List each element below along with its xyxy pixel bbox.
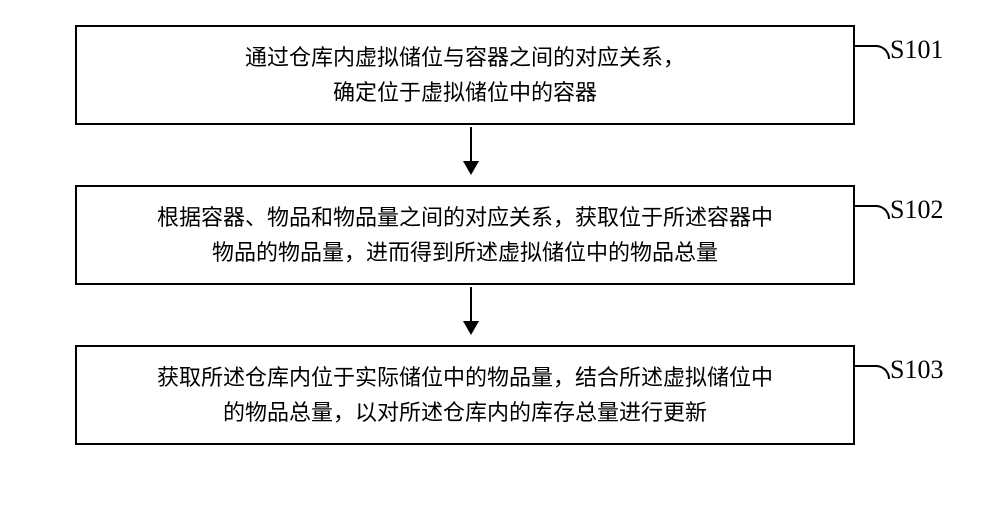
step-text-line: 确定位于虚拟储位中的容器 <box>333 75 597 110</box>
flow-arrow <box>463 127 479 175</box>
arrow-head-icon <box>463 321 479 335</box>
label-connector <box>855 365 890 379</box>
arrow-line <box>470 127 472 161</box>
step-label-s102: S102 <box>890 195 943 225</box>
step-text-line: 根据容器、物品和物品量之间的对应关系，获取位于所述容器中 <box>157 200 773 235</box>
step-label-s103: S103 <box>890 355 943 385</box>
arrow-line <box>470 287 472 321</box>
step-text-line: 获取所述仓库内位于实际储位中的物品量，结合所述虚拟储位中 <box>157 360 773 395</box>
step-label-s101: S101 <box>890 35 943 65</box>
step-box-s103: 获取所述仓库内位于实际储位中的物品量，结合所述虚拟储位中 的物品总量，以对所述仓… <box>75 345 855 445</box>
step-text-line: 的物品总量，以对所述仓库内的库存总量进行更新 <box>223 395 707 430</box>
flow-arrow <box>463 287 479 335</box>
label-connector <box>855 45 890 59</box>
label-connector <box>855 205 890 219</box>
arrow-head-icon <box>463 161 479 175</box>
step-text-line: 物品的物品量，进而得到所述虚拟储位中的物品总量 <box>212 235 718 270</box>
step-box-s102: 根据容器、物品和物品量之间的对应关系，获取位于所述容器中 物品的物品量，进而得到… <box>75 185 855 285</box>
step-box-s101: 通过仓库内虚拟储位与容器之间的对应关系， 确定位于虚拟储位中的容器 <box>75 25 855 125</box>
step-text-line: 通过仓库内虚拟储位与容器之间的对应关系， <box>245 40 685 75</box>
